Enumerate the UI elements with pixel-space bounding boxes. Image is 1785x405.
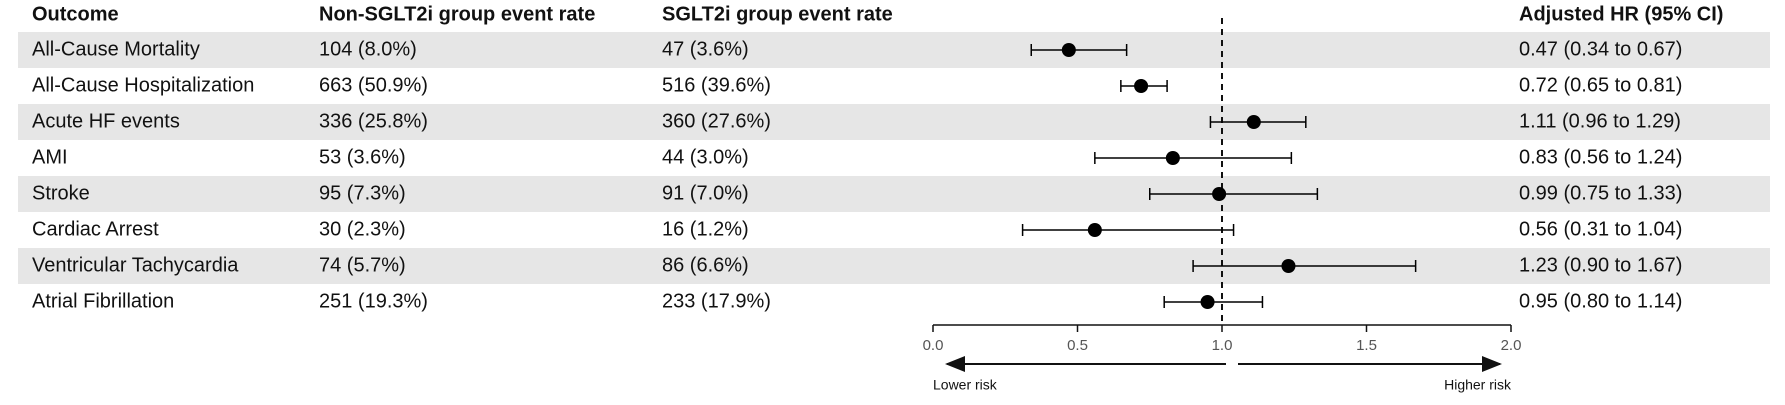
annotation: Lower risk <box>933 377 998 393</box>
row-label: Ventricular Tachycardia <box>32 254 239 276</box>
x-tick-label: 1.5 <box>1356 337 1377 354</box>
cell: 233 (17.9%) <box>662 290 771 312</box>
row-label: Atrial Fibrillation <box>32 290 174 312</box>
point <box>1134 79 1149 93</box>
cell: 47 (3.6%) <box>662 38 749 60</box>
value-label: 1.23 (0.90 to 1.67) <box>1519 254 1682 276</box>
point <box>1165 151 1180 165</box>
value-label: 0.95 (0.80 to 1.14) <box>1519 290 1682 312</box>
point <box>1200 295 1215 309</box>
cell: 53 (3.6%) <box>319 146 406 168</box>
annotation: Higher risk <box>1444 377 1512 393</box>
x-tick-label: 1.0 <box>1212 337 1233 354</box>
point <box>1246 115 1261 129</box>
x-tick-label: 0.5 <box>1067 337 1088 354</box>
cell: 336 (25.8%) <box>319 110 428 132</box>
cell: 30 (2.3%) <box>319 218 406 240</box>
cell: 104 (8.0%) <box>319 38 417 60</box>
column-header: Adjusted HR (95% CI) <box>1519 3 1723 25</box>
point <box>1061 43 1076 57</box>
cell: 360 (27.6%) <box>662 110 771 132</box>
cell: 91 (7.0%) <box>662 182 749 204</box>
value-label: 1.11 (0.96 to 1.29) <box>1519 110 1681 132</box>
column-header: Outcome <box>32 3 119 25</box>
row-label: All-Cause Mortality <box>32 38 200 60</box>
x-tick-label: 2.0 <box>1501 337 1522 354</box>
cell: 95 (7.3%) <box>319 182 406 204</box>
row-band <box>18 32 1770 68</box>
value-label: 0.47 (0.34 to 0.67) <box>1519 38 1682 60</box>
row-label: All-Cause Hospitalization <box>32 74 254 96</box>
row-label: Acute HF events <box>32 110 180 132</box>
row-label: AMI <box>32 146 68 168</box>
column-header: SGLT2i group event rate <box>662 3 893 25</box>
cell: 663 (50.9%) <box>319 74 428 96</box>
point <box>1212 187 1227 201</box>
row-label: Stroke <box>32 182 90 204</box>
row-band <box>18 104 1770 140</box>
x-tick-label: 0.0 <box>923 337 944 354</box>
cell: 44 (3.0%) <box>662 146 749 168</box>
row-band <box>18 248 1770 284</box>
cell: 16 (1.2%) <box>662 218 749 240</box>
value-label: 0.72 (0.65 to 0.81) <box>1519 74 1682 96</box>
value-label: 0.99 (0.75 to 1.33) <box>1519 182 1682 204</box>
value-label: 0.83 (0.56 to 1.24) <box>1519 146 1682 168</box>
cell: 251 (19.3%) <box>319 290 428 312</box>
column-header: Non-SGLT2i group event rate <box>319 3 595 25</box>
cell: 74 (5.7%) <box>319 254 406 276</box>
row-band <box>18 176 1770 212</box>
point <box>1087 223 1102 237</box>
row-label: Cardiac Arrest <box>32 218 159 240</box>
value-label: 0.56 (0.31 to 1.04) <box>1519 218 1682 240</box>
cell: 86 (6.6%) <box>662 254 749 276</box>
point <box>1281 259 1296 273</box>
cell: 516 (39.6%) <box>662 74 771 96</box>
